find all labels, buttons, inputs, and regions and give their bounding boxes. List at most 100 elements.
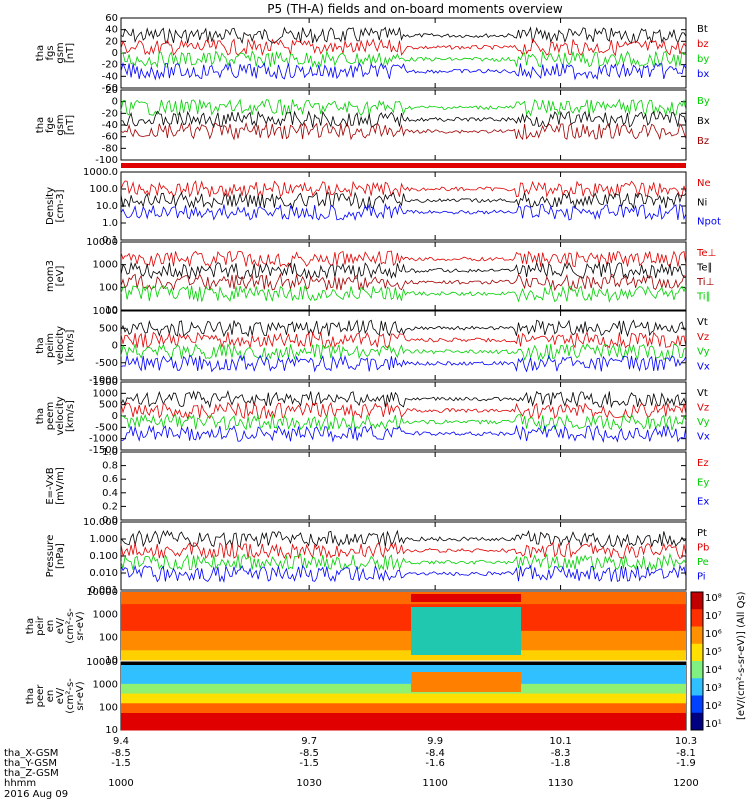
- series-Pt-line: [120, 529, 687, 549]
- colorbar-tick-label: 10¹: [705, 719, 722, 730]
- ephemeris-label: tha_Z-GSM: [4, 768, 59, 779]
- spectrogram-cell: [121, 601, 686, 605]
- y-axis-label: peem: [45, 402, 56, 430]
- legend-Ey: Ey: [697, 477, 709, 488]
- y-axis-label: eV/: [55, 617, 66, 634]
- y-axis-label: fge: [45, 117, 56, 133]
- legend-bz: bz: [697, 39, 709, 50]
- y-tick-label: -40: [102, 120, 118, 131]
- spectrogram-cell: [121, 611, 686, 615]
- y-tick-label: -1500: [89, 445, 118, 456]
- y-axis-label: peir: [35, 615, 46, 635]
- spectrogram-cell: [121, 630, 686, 634]
- legend-bx: bx: [697, 69, 709, 80]
- legend-Pb: Pb: [697, 543, 709, 554]
- y-tick-label: -20: [102, 60, 118, 71]
- spectrogram-cell: [411, 607, 521, 655]
- colorbar-segment: [691, 626, 703, 645]
- y-tick-label: 1000: [93, 260, 118, 271]
- colorbar-label: [eV/(cm²-s-sr-eV)] (All Qs): [736, 591, 747, 720]
- x-tick-label: 9.4: [113, 736, 129, 747]
- x-tick-label: 9.7: [301, 736, 317, 747]
- spectrogram-cell: [121, 679, 686, 682]
- spectrogram-cell: [121, 705, 686, 709]
- spectrogram-cell: [121, 693, 686, 697]
- y-tick-label: 500: [99, 323, 118, 334]
- y-tick-label: 0.0: [102, 515, 118, 526]
- y-axis-label: [mV/m]: [55, 467, 66, 505]
- spectrogram-cell: [121, 703, 686, 707]
- spectrogram-cell: [121, 645, 686, 649]
- spectrogram-cell: [121, 725, 686, 729]
- y-tick-label: 10: [105, 725, 118, 736]
- spectrogram-cell: [121, 676, 686, 680]
- spectrogram-cell: [121, 669, 686, 673]
- y-tick-label: 100: [99, 702, 118, 713]
- series-Bx-line: [120, 110, 687, 129]
- legend-Vz: Vz: [697, 403, 709, 414]
- y-axis-label: velocity: [55, 326, 66, 365]
- x-tick-label: 10.1: [549, 736, 571, 747]
- colorbar-tick-label: 10⁵: [705, 647, 722, 658]
- y-tick-label: -40: [102, 71, 118, 82]
- panel-efield: 1.0 0.8 0.6 0.4 0.2 0.0 E=-VxB [mV/m] Ez Ey Ex: [45, 447, 709, 526]
- ephemeris-value: 1100: [422, 778, 447, 789]
- series-Vt-line: [120, 390, 687, 409]
- y-axis-label: [nT]: [65, 115, 76, 135]
- ephemeris-value: -1.5: [111, 758, 131, 769]
- y-tick-label: 500: [99, 400, 118, 411]
- colorbar-tick-label: 10⁴: [705, 665, 722, 676]
- spectrogram-cell: [121, 606, 686, 610]
- series-bx-line: [120, 61, 687, 81]
- y-tick-label: 1000: [93, 306, 118, 317]
- legend-Ni: Ni: [697, 197, 707, 208]
- status-bar: [121, 163, 686, 168]
- y-axis-label: tha: [25, 618, 36, 634]
- spectrogram-cell: [121, 655, 686, 659]
- series-Ne-line: [120, 180, 687, 199]
- y-axis-label: [km/s]: [65, 400, 76, 432]
- y-tick-label: 0.8: [102, 461, 118, 472]
- ephemeris-value: 1130: [548, 778, 573, 789]
- y-axis-label: peer: [35, 684, 46, 708]
- spectrogram-cell: [121, 708, 686, 712]
- y-tick-label: 0: [112, 48, 118, 59]
- ephemeris-value: -1.5: [299, 758, 319, 769]
- spectrogram-cell: [121, 720, 686, 724]
- y-tick-label: 20: [105, 85, 118, 96]
- spectrogram-cell: [121, 722, 686, 726]
- spectrogram-cell: [121, 618, 686, 622]
- spectrogram-cell: [121, 594, 686, 598]
- y-tick-label: 1000.0: [83, 167, 118, 178]
- y-tick-label: 0.2: [102, 501, 118, 512]
- spectrogram-cell: [121, 681, 686, 685]
- legend-Bz: Bz: [697, 136, 709, 147]
- spectrogram-cell: [121, 635, 686, 639]
- spectrogram-cell: [121, 604, 686, 608]
- spectrogram-cell: [121, 727, 686, 731]
- ephemeris-value: -8.5: [111, 748, 131, 759]
- legend-Ez: Ez: [697, 458, 709, 469]
- spectrogram-cell: [121, 698, 686, 702]
- series-Ti∥-line: [120, 284, 687, 304]
- y-axis-label: en: [45, 620, 56, 633]
- spectrogram-cell: [121, 621, 686, 625]
- colorbar-tick-label: 10⁶: [705, 629, 722, 640]
- panel-frame: [120, 171, 687, 241]
- y-axis-label: Pressure: [45, 535, 56, 578]
- spectrogram-cell: [121, 596, 686, 600]
- spectrogram-cell: [121, 628, 686, 632]
- spectrogram-cell: [121, 674, 686, 678]
- spectrogram-cell: [121, 686, 686, 690]
- y-tick-label: 1000: [93, 680, 118, 691]
- colorbar-segment: [691, 661, 703, 679]
- series-Ti⊥-line: [120, 272, 687, 292]
- series-Vz-line: [120, 401, 687, 420]
- y-tick-label: 0.001: [89, 585, 118, 596]
- y-tick-label: 0.1: [102, 235, 118, 246]
- y-axis-label: tha: [35, 45, 46, 61]
- colorbar: 10⁸ 10⁷ 10⁶ 10⁵ 10⁴ 10³ 10² 10¹ [eV/(cm²-s-sr-eV…: [690, 591, 747, 731]
